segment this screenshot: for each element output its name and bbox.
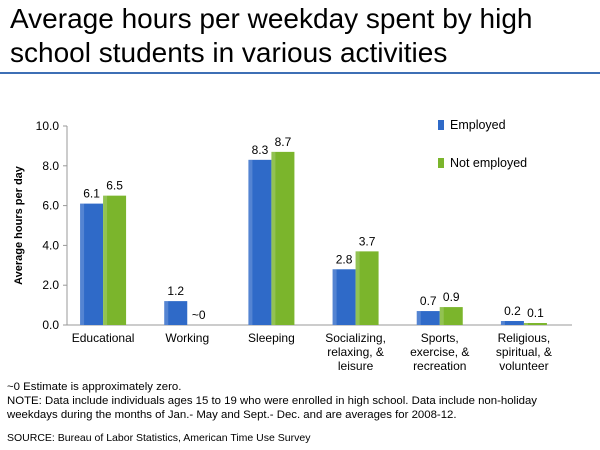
y-tick-label: 8.0 [42,159,59,173]
bar-not-employed [103,195,127,325]
bar-employed [248,159,272,325]
note-approx-zero: ~0 Estimate is approximately zero. [7,381,182,393]
bar-employed [500,321,524,325]
y-tick-label: 0.0 [42,318,59,332]
source-note: SOURCE: Bureau of Labor Statistics, Amer… [7,432,311,444]
data-label: 2.8 [336,252,353,266]
x-tick-label: recreation [413,359,466,373]
bar-employed [416,311,440,325]
y-tick-label: 2.0 [42,278,59,292]
bar-employed [80,203,104,325]
bar-not-employed [523,323,547,325]
y-axis-label: Average hours per day [13,165,25,285]
data-label: 0.9 [443,290,460,304]
x-tick-label: Socializing, [325,331,386,345]
x-tick-label: relaxing, & [327,345,384,359]
x-tick-label: Sleeping [248,331,295,345]
y-tick-label: 6.0 [42,199,59,213]
data-label: 0.2 [504,304,521,318]
data-label: 6.1 [83,187,100,201]
x-tick-label: volunteer [499,359,548,373]
data-label: 6.5 [106,179,123,193]
bar-highlight [332,269,337,325]
data-label: 1.2 [167,284,184,298]
data-label: ~0 [192,308,206,322]
legend-label-employed: Employed [450,118,506,132]
bar-highlight [523,323,528,325]
y-tick-label: 4.0 [42,238,59,252]
x-tick-label: Sports, [421,331,459,345]
bar-highlight [439,307,444,325]
bar-highlight [271,151,276,325]
data-label: 0.7 [420,294,437,308]
data-label: 8.7 [275,135,292,149]
bar-highlight [164,301,169,325]
bar-employed [164,301,188,325]
data-label: 0.1 [527,306,544,320]
bar-highlight [248,159,253,325]
title-divider [0,72,600,74]
bar-highlight [355,251,360,325]
chart-title: Average hours per weekday spent by high … [10,3,533,68]
legend-swatch-not-employed [438,158,444,168]
y-tick-label: 10.0 [36,119,60,133]
x-tick-label: leisure [338,359,374,373]
bar-highlight [80,203,85,325]
legend-label-not-employed: Not employed [450,156,528,170]
note-line-1: NOTE: Data include individuals ages 15 t… [7,395,537,407]
bar-highlight [416,311,421,325]
chart-notes: ~0 Estimate is approximately zero. NOTE:… [7,380,597,422]
data-label: 3.7 [359,234,376,248]
data-label: 8.3 [252,143,269,157]
x-tick-label: spiritual, & [496,345,552,359]
bar-not-employed [439,307,463,325]
bar-chart: 0.0 2.0 4.0 6.0 8.0 10.0 Average hours per day… [13,119,572,373]
bar-employed [332,269,356,325]
bar-not-employed [271,151,295,325]
bar-highlight [103,195,108,325]
bar-highlight [500,321,505,325]
x-tick-label: Religious, [498,331,551,345]
note-line-2: weekdays during the months of Jan.- May … [7,409,457,421]
x-tick-label: Educational [72,331,135,345]
bar-not-employed [355,251,379,325]
x-tick-label: exercise, & [410,345,469,359]
x-tick-label: Working [165,331,209,345]
legend-swatch-employed [438,120,444,130]
